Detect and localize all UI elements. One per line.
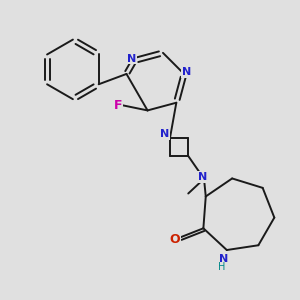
Text: O: O: [169, 233, 180, 246]
Text: N: N: [160, 129, 170, 139]
Text: N: N: [198, 172, 207, 182]
Text: N: N: [127, 54, 136, 64]
Text: N: N: [182, 67, 191, 77]
Text: F: F: [113, 99, 122, 112]
Text: N: N: [219, 254, 229, 264]
Text: H: H: [218, 262, 225, 272]
